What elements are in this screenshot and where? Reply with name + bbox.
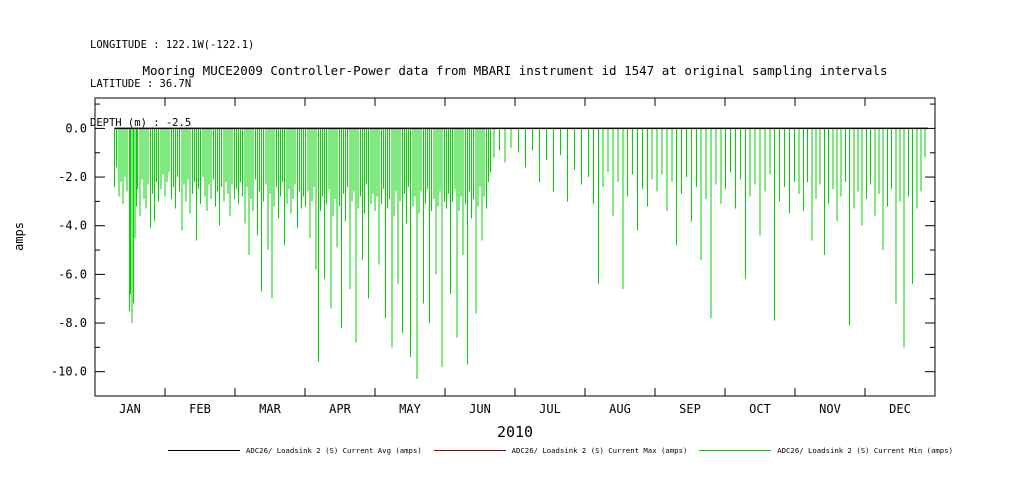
- month-label: DEC: [889, 402, 911, 416]
- legend-line-swatch: [168, 450, 240, 451]
- longitude-text: LONGITUDE : 122.1W(-122.1): [90, 39, 255, 51]
- y-tick-label: 0.0: [65, 121, 87, 135]
- y-tick-label: -2.0: [58, 170, 87, 184]
- y-tick-label: -8.0: [58, 316, 87, 330]
- chart-title: Mooring MUCE2009 Controller-Power data f…: [142, 63, 888, 78]
- month-label: JAN: [119, 402, 141, 416]
- month-label: NOV: [819, 402, 841, 416]
- legend-item: ADC26/ Loadsink 2 (S) Current Avg (amps): [168, 446, 422, 455]
- legend-item: ADC26/ Loadsink 2 (S) Current Min (amps): [699, 446, 953, 455]
- depth-text: DEPTH (m) : -2.5: [90, 117, 192, 129]
- month-label: MAY: [399, 402, 421, 416]
- x-axis-year-label: 2010: [496, 423, 534, 441]
- month-label: APR: [329, 402, 351, 416]
- plot-frame: [94, 97, 936, 397]
- month-label: OCT: [749, 402, 771, 416]
- series-current-min: [114, 128, 926, 379]
- latitude-text: LATITUDE : 36.7N: [90, 78, 192, 90]
- legend-label: ADC26/ Loadsink 2 (S) Current Min (amps): [777, 446, 953, 455]
- legend-label: ADC26/ Loadsink 2 (S) Current Max (amps): [511, 446, 688, 455]
- legend: ADC26/ Loadsink 2 (S) Current Avg (amps)…: [168, 446, 953, 455]
- y-tick-label: -4.0: [58, 219, 87, 233]
- axes: [94, 97, 936, 397]
- month-label: AUG: [609, 402, 631, 416]
- month-label: MAR: [259, 402, 281, 416]
- legend-line-swatch: [699, 450, 772, 451]
- legend-item: ADC26/ Loadsink 2 (S) Current Max (amps): [433, 446, 688, 455]
- axis-tick-labels: 0.0 -2.0 -4.0 -6.0 -8.0 -10.0 JAN FEB MAR APR MAY J…: [51, 121, 911, 416]
- month-label: JUL: [539, 402, 561, 416]
- month-label: FEB: [189, 402, 211, 416]
- legend-label: ADC26/ Loadsink 2 (S) Current Avg (amps): [246, 446, 422, 455]
- legend-line-swatch: [433, 450, 506, 451]
- y-tick-label: -10.0: [51, 365, 87, 379]
- month-label: SEP: [679, 402, 701, 416]
- y-tick-label: -6.0: [58, 267, 87, 281]
- month-label: JUN: [469, 402, 491, 416]
- location-header: LONGITUDE : 122.1W(-122.1) LATITUDE : 36…: [90, 13, 254, 143]
